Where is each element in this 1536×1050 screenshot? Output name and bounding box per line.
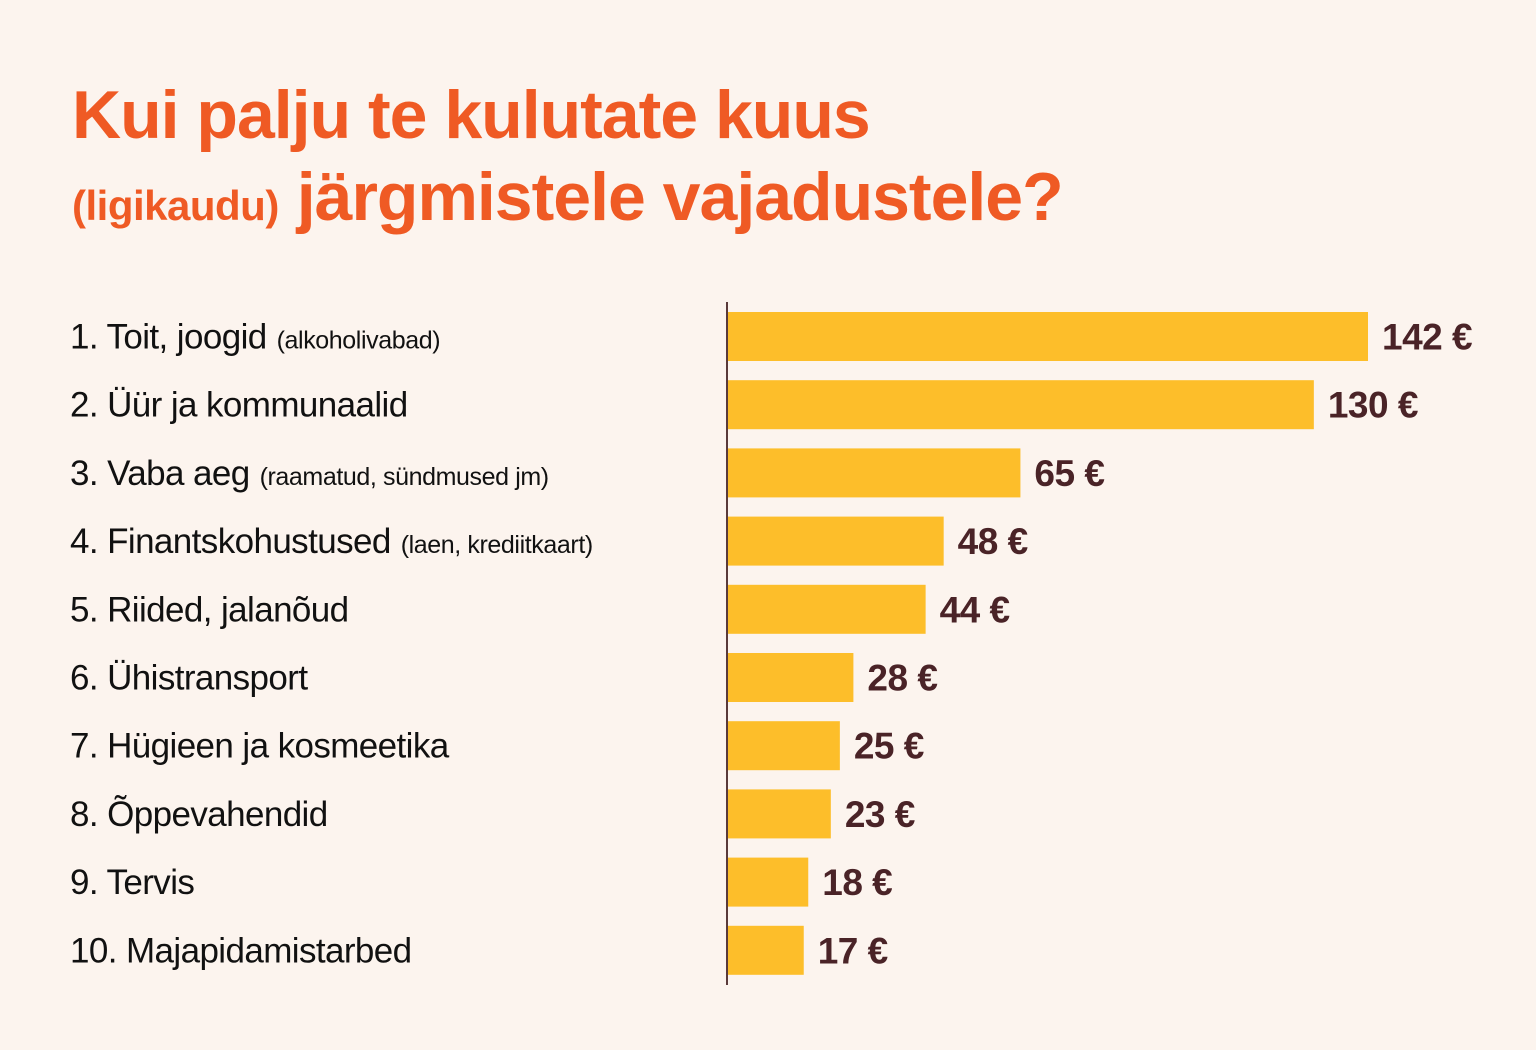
value-labels: 142 € 130 € 65 €48 € 44 €28 € 25 € 23 € 18 € 17… <box>818 317 1473 972</box>
bar <box>727 380 1314 430</box>
bar <box>727 857 809 907</box>
category-label: 5. Riided, jalanõud <box>70 590 349 629</box>
value-label: 25 € <box>854 726 924 767</box>
category-label: 9. Tervis <box>70 863 194 902</box>
category-label: 7. Hügieen ja kosmeetika <box>70 727 450 766</box>
chart-title-line1: Kui palju te kulutate kuus <box>72 77 871 153</box>
category-label: 6. Ühistransport <box>70 659 308 698</box>
bar <box>727 516 944 566</box>
category-label-main: 1. Toit, joogid <box>70 318 267 357</box>
bar <box>727 653 854 702</box>
category-label-note: (raamatud, sündmused jm) <box>260 463 549 491</box>
category-label-main: 2. Üür ja kommunaalid <box>70 386 408 425</box>
category-label: 1. Toit, joogid (alkoholivabad) <box>70 318 440 357</box>
category-label: 4. Finantskohustused (laen, krediitkaart) <box>70 522 593 561</box>
value-label: 23 € <box>845 794 915 835</box>
value-label: 17 € <box>818 930 888 971</box>
value-label: 44 € <box>940 589 1010 630</box>
value-label: 142 € <box>1382 317 1472 358</box>
chart-title-qualifier: (ligikaudu) <box>72 182 279 229</box>
chart-title: Kui palju te kulutate kuus (ligikaudu) j… <box>72 74 1064 247</box>
category-label: 10. Majapidamistarbed <box>70 931 412 970</box>
category-label-main: 5. Riided, jalanõud <box>70 590 349 629</box>
chart-title-line2-main: järgmistele vajadustele? <box>296 159 1064 235</box>
bar <box>727 721 840 771</box>
value-label: 18 € <box>822 862 892 903</box>
category-label-note: (laen, krediitkaart) <box>401 531 593 559</box>
bar <box>727 312 1368 361</box>
bar <box>727 584 926 634</box>
category-labels: 1. Toit, joogid (alkoholivabad) 2. Üür ja … <box>70 318 593 971</box>
bar <box>727 925 804 975</box>
chart-title-line2: (ligikaudu) järgmistele vajadustele? <box>72 156 1064 247</box>
category-label: 2. Üür ja kommunaalid <box>70 386 408 425</box>
category-label-main: 3. Vaba aeg <box>70 454 250 493</box>
value-label: 48 € <box>958 521 1028 562</box>
value-label: 65 € <box>1034 453 1104 494</box>
category-label: 3. Vaba aeg (raamatud, sündmused jm) <box>70 454 549 493</box>
category-label-main: 6. Ühistransport <box>70 659 308 698</box>
category-label-main: 8. Õppevahendid <box>70 794 328 834</box>
category-label: 8. Õppevahendid <box>70 794 328 834</box>
bar <box>727 448 1021 498</box>
value-label: 28 € <box>867 658 937 699</box>
category-label-main: 7. Hügieen ja kosmeetika <box>70 727 450 766</box>
bar <box>727 789 831 839</box>
category-label-main: 9. Tervis <box>70 863 194 902</box>
bars <box>727 312 1368 975</box>
category-label-note: (alkoholivabad) <box>277 327 441 355</box>
category-label-main: 4. Finantskohustused <box>70 522 391 561</box>
value-label: 130 € <box>1328 385 1418 426</box>
category-label-main: 10. Majapidamistarbed <box>70 931 412 970</box>
